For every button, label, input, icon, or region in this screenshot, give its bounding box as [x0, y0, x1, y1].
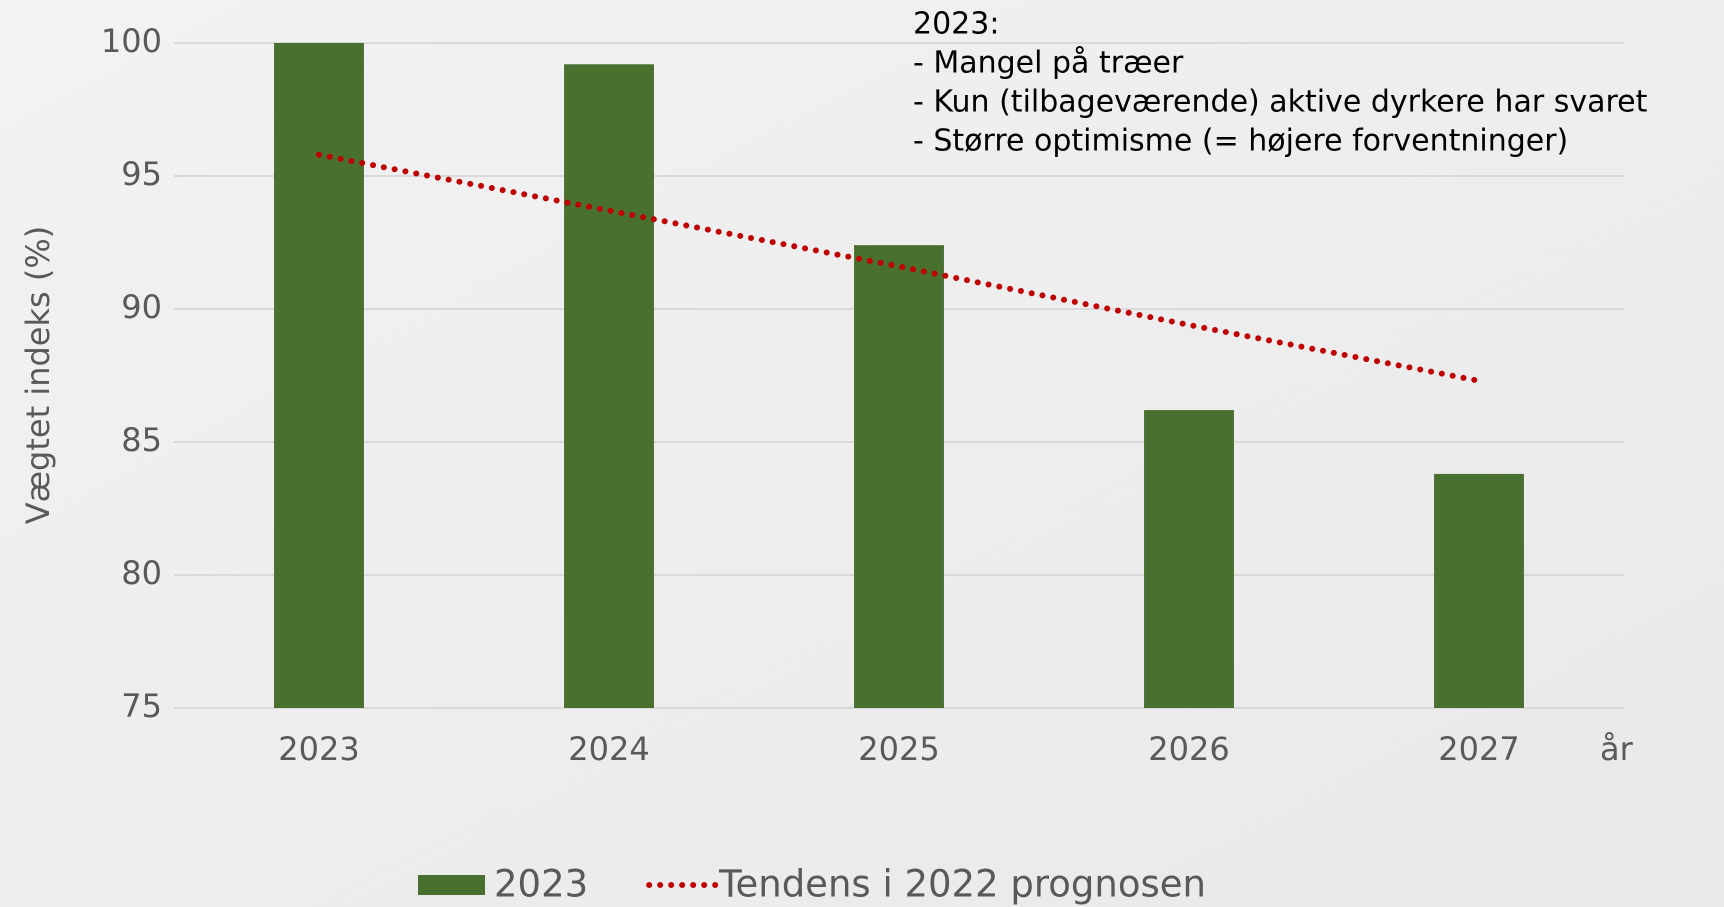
bar [274, 43, 364, 708]
trend-line [316, 151, 1482, 384]
bar [854, 245, 944, 708]
x-tick-label: 2024 [568, 730, 649, 768]
annotation: - Større optimisme (= højere forventning… [913, 124, 1568, 159]
y-tick-label: 80 [121, 554, 162, 592]
legend-label: 2023 [494, 863, 588, 906]
y-tick-label: 100 [101, 22, 162, 60]
x-axis-label: år [1600, 730, 1634, 768]
annotation: - Mangel på træer [913, 46, 1184, 81]
annotation: - Kun (tilbageværende) aktive dyrkere ha… [913, 85, 1648, 120]
y-axis-label: Vægtet indeks (%) [19, 226, 57, 525]
x-tick-label: 2027 [1438, 730, 1519, 768]
legend-label: Tendens i 2022 prognosen [718, 863, 1206, 906]
x-tick-label: 2025 [858, 730, 939, 768]
y-tick-label: 75 [121, 687, 162, 725]
x-tick-label: 2026 [1148, 730, 1229, 768]
bar [564, 64, 654, 708]
bar [1144, 410, 1234, 708]
annotation: 2023: [913, 7, 999, 42]
bar [1434, 473, 1524, 708]
y-tick-label: 85 [121, 421, 162, 459]
y-tick-label: 95 [121, 155, 162, 193]
x-tick-label: 2023 [278, 730, 359, 768]
y-tick-label: 90 [121, 288, 162, 326]
legend-swatch [418, 875, 485, 895]
